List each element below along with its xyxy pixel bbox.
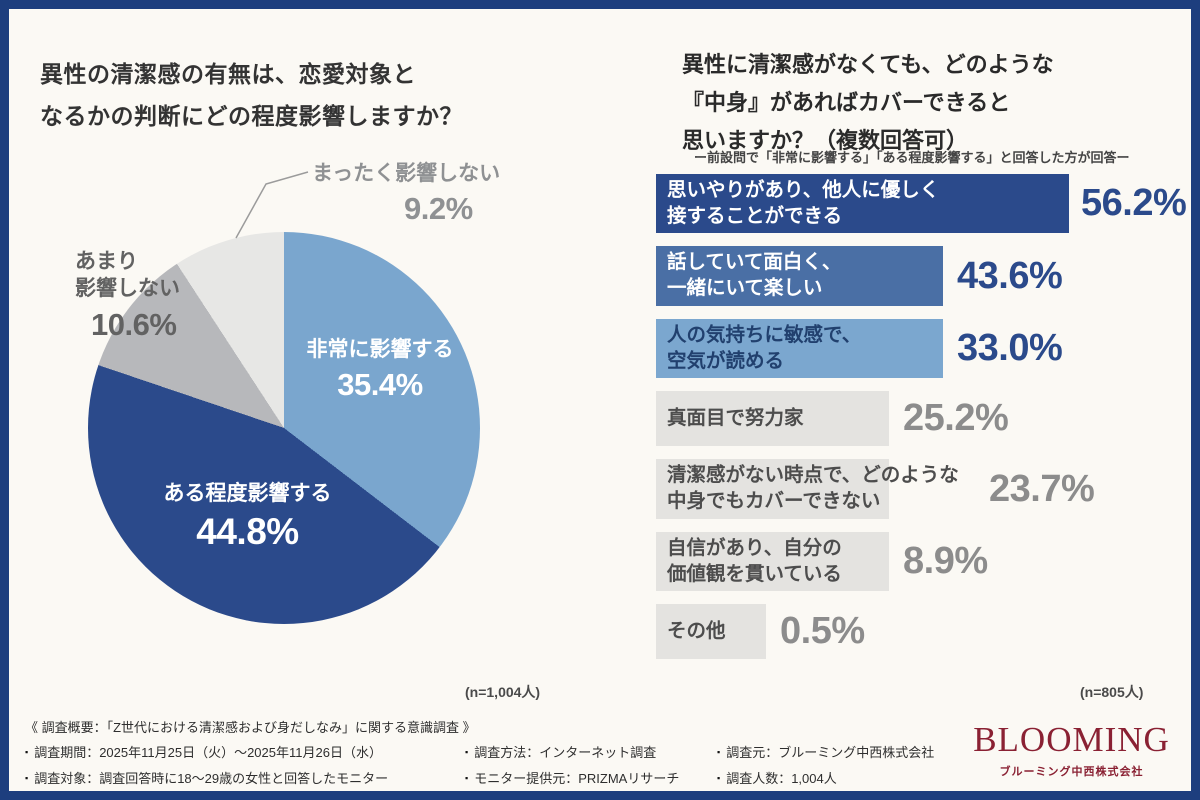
- pie-label-text: まったく影響しない: [312, 162, 501, 185]
- footer-item-text: モニター提供元：PRIZMAリサーチ: [474, 771, 680, 786]
- bar-label-line: 自信があり、自分の: [667, 536, 842, 559]
- pie-label-text: 影響しない: [75, 277, 180, 301]
- survey-detail-grid: ▪ 調査期間：2025年11月25日（火）〜2025年11月26日（水） ▪ 調査方…: [25, 742, 985, 787]
- bar-row: 思いやりがあり、他人に優しく 接することができる 56.2%: [656, 174, 1191, 234]
- bar-title-line: 思いますか？（複数回答可）: [682, 128, 969, 154]
- bullet-icon: ▪: [717, 747, 721, 757]
- bullet-icon: ▪: [465, 773, 469, 783]
- footer-item-period: ▪ 調査期間：2025年11月25日（火）〜2025年11月26日（水）: [25, 742, 465, 761]
- bar: 人の気持ちに敏感で、 空気が読める: [656, 318, 943, 379]
- pie-label-no-affect: まったく影響しない 9.2%: [312, 160, 500, 227]
- footer-item-text: 調査方法：インターネット調査: [474, 745, 657, 760]
- bar: 真面目で努力家: [656, 391, 889, 447]
- survey-overview-title: 《 調査概要：「Z世代における清潔感および身だしなみ」に関する意識調査 》: [25, 720, 476, 735]
- bar-chart-title: 異性に清潔感がなくても、どのような 『中身』があればカバーできると 思いますか？…: [682, 46, 1054, 160]
- footer-item-text: 調査対象：調査回答時に18〜29歳の女性と回答したモニター: [34, 771, 389, 786]
- bar-row: 真面目で努力家 25.2%: [656, 391, 1191, 447]
- bar-value-label: 33.0%: [957, 327, 1063, 370]
- bar-label-line: 接することができる: [667, 204, 843, 227]
- footer-item-source: ▪ 調査元：ブルーミング中西株式会社: [717, 742, 985, 761]
- bar-row: 人の気持ちに敏感で、 空気が読める 33.0%: [656, 318, 1191, 379]
- bar-title-line: 『中身』があればカバーできると: [682, 90, 1011, 116]
- pie-label-text: あまり: [75, 250, 138, 273]
- pie: [88, 232, 480, 624]
- pie-label-value: 10.6%: [91, 306, 177, 342]
- bar-label-line: 清潔感がない時点で、どのような: [667, 464, 959, 487]
- survey-overview: 《 調査概要：「Z世代における清潔感および身だしなみ」に関する意識調査 》 ▪ 調…: [25, 717, 985, 787]
- pie-label-somewhat-affects: ある程度影響する 44.8%: [130, 480, 365, 553]
- bullet-icon: ▪: [25, 747, 29, 757]
- sample-size-right: (n=805人): [1080, 684, 1144, 700]
- bullet-icon: ▪: [717, 773, 721, 783]
- pie-label-value: 35.4%: [337, 367, 423, 403]
- bar-row: 話していて面白く、 一緒にいて楽しい 43.6%: [656, 246, 1191, 306]
- pie-chart-title: 異性の清潔感の有無は、恋愛対象と なるかの判断にどの程度影響しますか？: [40, 53, 463, 137]
- pie-label-text: ある程度影響する: [163, 482, 332, 505]
- sample-size-left: (n=1,004人): [465, 684, 541, 700]
- pie-label-text: 非常に影響する: [306, 338, 454, 361]
- bar: 思いやりがあり、他人に優しく 接することができる: [656, 174, 1069, 234]
- pie-title-line: 異性の清潔感の有無は、恋愛対象と: [40, 61, 416, 88]
- blooming-logo: BLOOMING ブルーミング中西株式会社: [964, 720, 1179, 779]
- logo-wordmark: BLOOMING: [973, 720, 1170, 759]
- bar-chart-subtitle: ー前設問で「非常に影響する」「ある程度影響する」と回答した方が回答ー: [694, 150, 1130, 165]
- pie-label-value: 44.8%: [196, 511, 299, 553]
- bar-label-line: 一緒にいて楽しい: [667, 277, 823, 300]
- bar-row: 清潔感がない時点で、どのような 中身でもカバーできない 23.7%: [656, 459, 1191, 519]
- bar-value-label: 25.2%: [903, 397, 1009, 440]
- pie-label-very-affects: 非常に影響する 35.4%: [270, 336, 490, 403]
- footer-item-text: 調査人数：1,004人: [726, 771, 837, 786]
- footer-item-method: ▪ 調査方法：インターネット調査: [465, 742, 717, 761]
- bar-value-label: 23.7%: [989, 467, 1095, 510]
- bar: 自信があり、自分の 価値観を貫いている: [656, 531, 889, 592]
- bar-value-label: 43.6%: [957, 254, 1063, 297]
- bar-value-label: 8.9%: [903, 540, 988, 583]
- bar: 話していて面白く、 一緒にいて楽しい: [656, 246, 943, 306]
- bar-row: 自信があり、自分の 価値観を貫いている 8.9%: [656, 531, 1191, 592]
- logo-company-name: ブルーミング中西株式会社: [999, 765, 1144, 778]
- footer-item-count: ▪ 調査人数：1,004人: [717, 768, 985, 787]
- bar-row: その他 0.5%: [656, 604, 1191, 660]
- bar-value-label: 0.5%: [780, 610, 865, 653]
- bar-label-line: 人の気持ちに敏感で、: [667, 323, 862, 346]
- bar-label-line: 真面目で努力家: [667, 407, 804, 430]
- bar-chart: 思いやりがあり、他人に優しく 接することができる 56.2% 話していて面白く、 一緒に…: [656, 174, 1191, 672]
- bar: その他: [656, 604, 766, 660]
- bar-label-line: 価値観を貫いている: [667, 562, 842, 585]
- bar-label-line: 話していて面白く、: [667, 251, 842, 274]
- bar-label-line: その他: [667, 619, 726, 642]
- bullet-icon: ▪: [465, 747, 469, 757]
- pie-chart: 非常に影響する 35.4% ある程度影響する 44.8% あまり 影響しない 1…: [30, 150, 630, 660]
- bar-label-line: 中身でもカバーできない: [667, 490, 881, 513]
- bullet-icon: ▪: [25, 773, 29, 783]
- pie-label-value: 9.2%: [404, 191, 473, 227]
- bar-label-line: 思いやりがあり、他人に優しく: [667, 179, 940, 201]
- bar-label-line: 空気が読める: [667, 349, 785, 372]
- footer-item-monitor: ▪ モニター提供元：PRIZMAリサーチ: [465, 768, 717, 787]
- pie-label-little-affect: あまり 影響しない 10.6%: [75, 248, 180, 343]
- footer-item-text: 調査期間：2025年11月25日（火）〜2025年11月26日（水）: [34, 745, 382, 760]
- pie-title-line: なるかの判断にどの程度影響しますか？: [40, 103, 463, 130]
- bar: 清潔感がない時点で、どのような 中身でもカバーできない: [656, 459, 959, 519]
- bar-title-line: 異性に清潔感がなくても、どのような: [682, 52, 1054, 78]
- footer-item-text: 調査元：ブルーミング中西株式会社: [726, 745, 935, 760]
- footer-item-target: ▪ 調査対象：調査回答時に18〜29歳の女性と回答したモニター: [25, 768, 465, 787]
- bar-value-label: 56.2%: [1081, 182, 1187, 225]
